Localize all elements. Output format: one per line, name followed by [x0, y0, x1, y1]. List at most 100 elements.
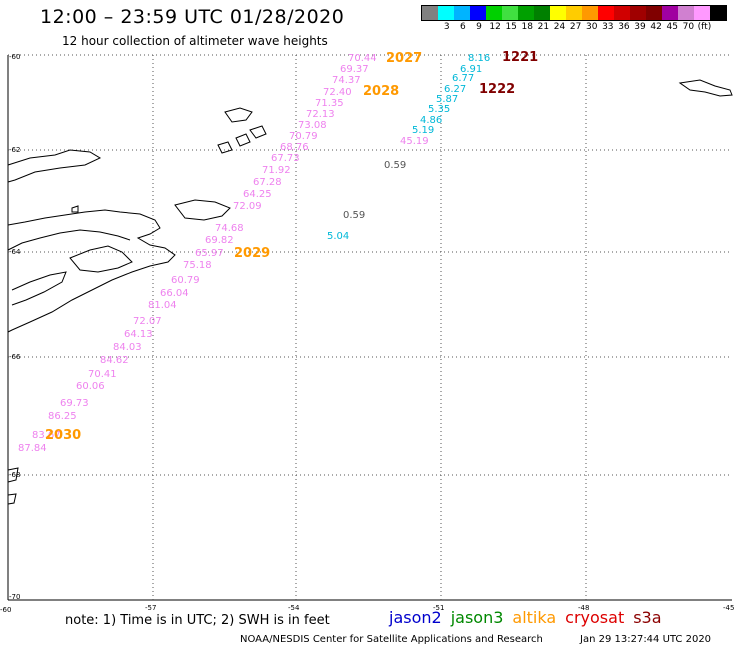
legend-entry-altika: altika — [512, 608, 557, 627]
pass-gray-values: 0.59 0.59 — [343, 160, 406, 221]
coastline-path-7 — [224, 107, 253, 123]
color-scale-label: 6 — [459, 22, 466, 32]
color-swatch — [518, 6, 534, 20]
swh-value: 65.97 — [195, 248, 224, 259]
swh-value: 0.59 — [343, 210, 365, 221]
color-swatch — [710, 6, 726, 20]
coastline-path-2 — [7, 209, 176, 333]
pass-time-label: 2028 — [363, 84, 399, 99]
swh-value: 84.03 — [113, 342, 142, 353]
color-scale-label: 24 — [553, 22, 566, 32]
page-subtitle: 12 hour collection of altimeter wave hei… — [62, 34, 328, 48]
color-swatch — [694, 6, 710, 20]
coastline-path-9 — [235, 133, 251, 147]
pass-cyan-values: 8.16 6.91 6.77 6.27 5.87 5.35 4.86 5.19 … — [327, 53, 490, 242]
color-swatch — [598, 6, 614, 20]
color-swatch — [502, 6, 518, 20]
legend-entry-jason2: jason2 — [389, 608, 442, 627]
pass-pink-values: 70.44 69.37 74.37 72.40 71.35 72.13 73.0… — [18, 53, 377, 454]
color-scale-label: 36 — [618, 22, 630, 32]
color-swatch — [566, 6, 582, 20]
swh-value: 64.13 — [124, 329, 153, 340]
swh-value: 75.18 — [183, 260, 212, 271]
swh-value: 67.28 — [253, 177, 282, 188]
color-swatch — [582, 6, 598, 20]
swh-value: 68.76 — [280, 142, 309, 153]
generation-timestamp: Jan 29 13:27:44 UTC 2020 — [580, 634, 712, 645]
lat-label: -64 — [9, 248, 21, 256]
coastline-path-3 — [7, 229, 131, 251]
lon-label: -54 — [288, 604, 300, 612]
swh-value: 8.16 — [468, 53, 490, 64]
swh-value: 81.04 — [148, 300, 177, 311]
lon-corner-label: -60 — [0, 606, 11, 614]
coastline-path-4 — [69, 245, 133, 273]
swh-value: 67.73 — [271, 153, 300, 164]
color-swatch — [550, 6, 566, 20]
pass-time-label: 2029 — [234, 246, 270, 261]
color-swatch — [646, 6, 662, 20]
swh-value: 69.73 — [60, 398, 89, 409]
lon-label: -57 — [145, 604, 156, 612]
color-scale-label: 30 — [585, 22, 598, 32]
axis-labels: -60 -62 -64 -66 -68 -70 -60 -57 -54 -51 … — [0, 53, 734, 614]
swh-value: 70.79 — [289, 131, 318, 142]
swh-value: 72.09 — [233, 201, 262, 212]
swh-value: 69.37 — [340, 64, 369, 75]
swh-value: 45.19 — [400, 136, 429, 147]
credit-line: NOAA/NESDIS Center for Satellite Applica… — [240, 634, 543, 645]
color-scale-swatches — [421, 5, 727, 21]
lon-label: -45 — [723, 604, 734, 612]
swh-value: 66.04 — [160, 288, 189, 299]
swh-value: 74.37 — [332, 75, 361, 86]
pass-time-label: 1222 — [479, 82, 515, 97]
color-scale-labels: 3 6 9 12 15 18 21 24 27 30 33 36 39 42 45 70 (ft) — [421, 21, 727, 33]
legend-entry-s3a: s3a — [633, 608, 662, 627]
color-scale-label: 3 — [443, 22, 450, 32]
swh-value: 60.79 — [171, 275, 200, 286]
color-swatch — [422, 6, 438, 20]
swh-value: 6.91 — [460, 64, 482, 75]
swh-value: 60.06 — [76, 381, 105, 392]
swh-value: 0.59 — [384, 160, 406, 171]
color-scale-label: (ft) — [697, 22, 712, 32]
lat-label: -60 — [9, 53, 20, 61]
lat-label: -70 — [9, 593, 20, 601]
swh-value: 86.25 — [48, 411, 77, 422]
coastline-path-12 — [678, 79, 733, 97]
color-scale-label: 21 — [537, 22, 550, 32]
coastline-path-5 — [11, 271, 67, 306]
color-scale-label: 42 — [650, 22, 662, 32]
lat-label: -66 — [9, 353, 21, 361]
color-swatch — [470, 6, 486, 20]
color-swatch — [630, 6, 646, 20]
pass-time-label: 2030 — [45, 428, 81, 443]
color-scale-legend: 3 6 9 12 15 18 21 24 27 30 33 36 39 42 45 70 (ft) — [421, 5, 727, 35]
pass-time-label: 1221 — [502, 50, 538, 65]
color-scale-label: 70 — [682, 22, 695, 32]
lon-label: -51 — [433, 604, 444, 612]
swh-value: 5.19 — [412, 125, 434, 136]
swh-value: 71.92 — [262, 165, 291, 176]
swh-value: 69.82 — [205, 235, 234, 246]
lat-label: -68 — [9, 471, 20, 479]
swh-value: 71.35 — [315, 98, 344, 109]
swh-value: 84.62 — [100, 355, 129, 366]
color-scale-label: 27 — [569, 22, 582, 32]
color-scale-label: 45 — [666, 22, 678, 32]
map-frame — [7, 55, 732, 601]
color-swatch — [534, 6, 550, 20]
swh-value: 72.13 — [306, 109, 335, 120]
coastline-path-14 — [7, 493, 17, 505]
coastline-path-1 — [7, 149, 102, 183]
lon-label: -48 — [578, 604, 589, 612]
color-scale-label: 9 — [476, 22, 482, 32]
page-title: 12:00 – 23:59 UTC 01/28/2020 — [40, 6, 345, 28]
color-scale-label: 18 — [521, 22, 534, 32]
swh-value: 72.40 — [323, 87, 352, 98]
swh-value: 87.84 — [18, 443, 47, 454]
coastline-path-8 — [249, 125, 267, 139]
swh-value: 74.68 — [215, 223, 244, 234]
swh-value: 4.86 — [420, 115, 442, 126]
